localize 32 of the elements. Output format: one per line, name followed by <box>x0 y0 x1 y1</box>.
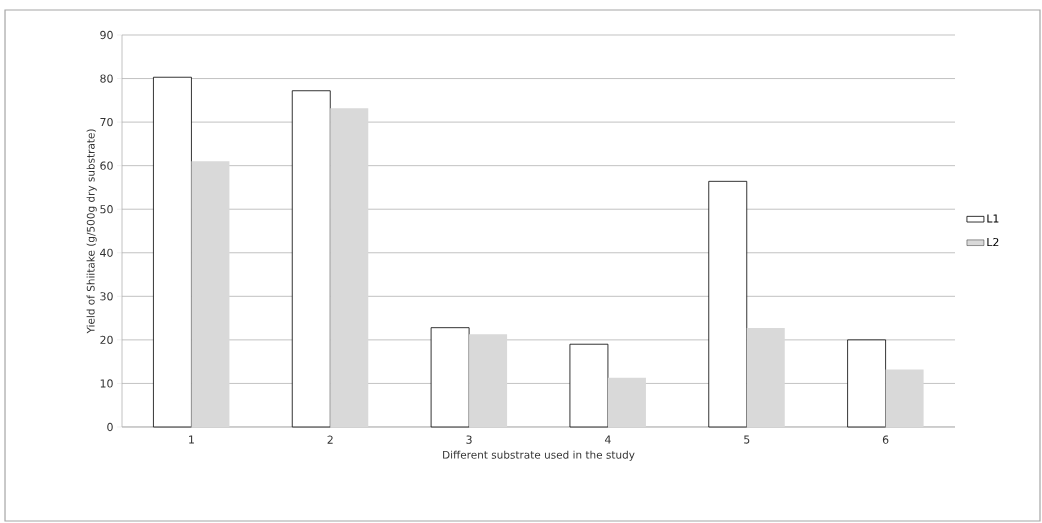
y-tick-label: 90 <box>100 30 113 40</box>
bar <box>569 343 609 428</box>
bar <box>885 369 924 427</box>
bar <box>191 161 230 427</box>
legend-label: L2 <box>987 237 999 247</box>
y-tick-label: 60 <box>100 161 113 170</box>
y-tick-label: 40 <box>100 248 113 257</box>
x-tick-label: 1 <box>189 435 194 444</box>
bar <box>607 377 646 427</box>
legend-label: L1 <box>987 214 999 223</box>
y-tick-label: 20 <box>100 335 113 345</box>
x-tick-label: 4 <box>604 435 611 444</box>
bar <box>847 339 886 428</box>
bar <box>291 90 331 428</box>
y-axis-title: Yield of Shiitake (g/500g dry substrate) <box>86 129 97 334</box>
bar <box>330 108 369 427</box>
x-axis-title: Different substrate used in the study <box>443 450 635 461</box>
y-tick-label: 0 <box>107 422 113 432</box>
x-tick-label: 6 <box>882 435 889 444</box>
y-tick-label: 30 <box>100 292 113 301</box>
y-tick-label: 80 <box>100 74 113 83</box>
x-tick-label: 5 <box>744 435 750 444</box>
y-tick-label: 70 <box>100 117 113 127</box>
bar <box>469 334 508 427</box>
y-tick-label: 10 <box>100 379 113 388</box>
bar <box>153 76 192 428</box>
bar <box>746 328 785 427</box>
x-tick-label: 3 <box>466 435 472 444</box>
bar <box>430 327 470 428</box>
x-tick-label: 2 <box>327 435 333 444</box>
y-tick-label: 50 <box>100 205 113 214</box>
bar <box>708 180 748 428</box>
